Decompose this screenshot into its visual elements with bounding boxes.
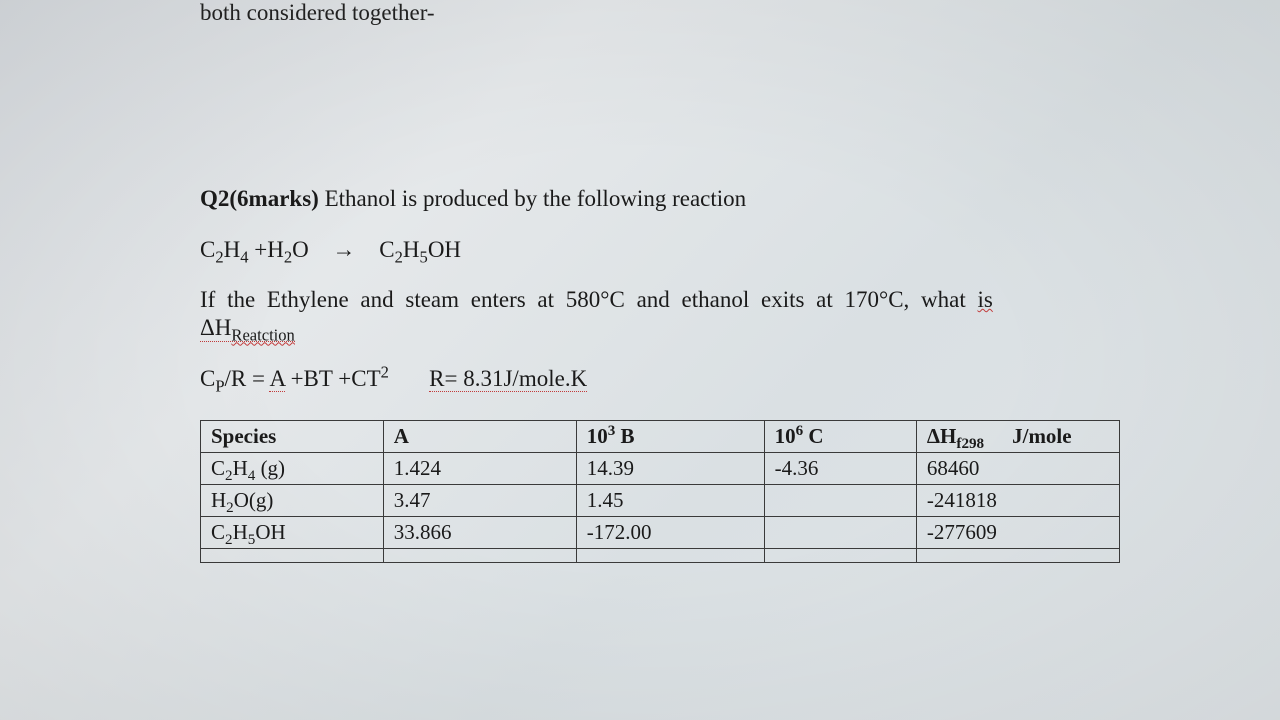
eq-rhs-sub1: 2	[395, 248, 403, 267]
cell-dh: 68460	[916, 453, 1119, 485]
eq-lhs1-sub2: 4	[240, 248, 248, 267]
q2-intro-text: Ethanol is produced by the following rea…	[319, 186, 746, 211]
cp-A: A	[269, 366, 284, 392]
eq-lhs1-mid: H	[224, 237, 241, 262]
th-species: Species	[201, 421, 384, 453]
cell-empty	[916, 549, 1119, 563]
cp-sup: 2	[381, 362, 389, 381]
cond-text: If the Ethylene and steam enters at 580°…	[200, 287, 978, 312]
cp-over-r: /R =	[225, 366, 270, 391]
cp-C: C	[200, 366, 215, 391]
reaction-equation: C2H4 +H2O → C2H5OH	[200, 236, 1120, 263]
dh-sub: Reatction	[231, 326, 294, 345]
th-dh-unit: J/mole	[1012, 424, 1071, 448]
cell-species: C2H4 (g)	[201, 453, 384, 485]
dh-delta: ΔH	[200, 315, 231, 340]
sp-s1: 2	[225, 468, 233, 484]
partial-top-line: both considered together-	[200, 0, 1120, 26]
cell-dh: -277609	[916, 517, 1119, 549]
species-table: Species A 103 B 106 C ΔHf298J/mole	[200, 420, 1120, 563]
eq-lhs1: C	[200, 237, 215, 262]
cp-sub: P	[215, 377, 224, 396]
cell-empty	[764, 549, 916, 563]
page-content: both considered together- Q2(6marks) Eth…	[200, 0, 1120, 563]
table-header-row: Species A 103 B 106 C ΔHf298J/mole	[201, 421, 1120, 453]
q2-intro: Q2(6marks) Ethanol is produced by the fo…	[200, 186, 1120, 212]
eq-plus1-tail: O	[292, 237, 309, 262]
th-c-pre: 10	[775, 424, 796, 448]
cp-formula-line: CP/R = A +BT +CT2 R= 8.31J/mole.K	[200, 366, 1120, 392]
th-c-sup: 6	[796, 423, 804, 439]
sp-b: H	[233, 456, 248, 480]
sp-a: C	[211, 456, 225, 480]
th-b-pre: 10	[587, 424, 608, 448]
table-row: C2H4 (g) 1.424 14.39 -4.36 68460	[201, 453, 1120, 485]
cell-a: 1.424	[383, 453, 576, 485]
delta-h-reaction: ΔHReatction	[200, 315, 295, 342]
cell-empty	[201, 549, 384, 563]
sp-b: H	[233, 520, 248, 544]
th-dh: ΔHf298 J/mole	[916, 421, 1119, 453]
th-dh-pre: ΔH	[927, 424, 957, 448]
eq-lhs1-sub1: 2	[215, 248, 223, 267]
sp-a: H	[211, 488, 226, 512]
cell-b: 14.39	[576, 453, 764, 485]
table-row-empty	[201, 549, 1120, 563]
cell-species: C2H5OH	[201, 517, 384, 549]
cell-b: -172.00	[576, 517, 764, 549]
th-dh-sub: f298	[956, 436, 984, 452]
cell-empty	[383, 549, 576, 563]
eq-plus1: +H	[249, 237, 284, 262]
cell-a: 3.47	[383, 485, 576, 517]
sp-a: C	[211, 520, 225, 544]
table-row: C2H5OH 33.866 -172.00 -277609	[201, 517, 1120, 549]
q2-label: Q2(6marks)	[200, 186, 319, 211]
cell-c	[764, 485, 916, 517]
table-row: H2O(g) 3.47 1.45 -241818	[201, 485, 1120, 517]
cond-is: is	[978, 287, 993, 312]
arrow-icon: →	[333, 236, 356, 262]
cell-c: -4.36	[764, 453, 916, 485]
cell-species: H2O(g)	[201, 485, 384, 517]
eq-rhs: C	[379, 237, 394, 262]
cp-tail: +BT +CT	[285, 366, 381, 391]
cell-b: 1.45	[576, 485, 764, 517]
question-2-block: Q2(6marks) Ethanol is produced by the fo…	[200, 186, 1120, 563]
th-c-post: C	[803, 424, 823, 448]
sp-tail: OH	[255, 520, 285, 544]
sp-b: O(g)	[234, 488, 274, 512]
eq-rhs-tail: OH	[428, 237, 461, 262]
cell-dh: -241818	[916, 485, 1119, 517]
sp-tail: (g)	[255, 456, 285, 480]
cell-c	[764, 517, 916, 549]
th-b-post: B	[615, 424, 634, 448]
th-b: 103 B	[576, 421, 764, 453]
cell-a: 33.866	[383, 517, 576, 549]
cp-R: R= 8.31J/mole.K	[429, 366, 587, 392]
eq-rhs-mid: H	[403, 237, 420, 262]
th-a: A	[383, 421, 576, 453]
sp-s1: 2	[225, 532, 233, 548]
dh-reaction-line: ΔHReatction	[200, 315, 1120, 342]
eq-rhs-sub2: 5	[420, 248, 428, 267]
table-body: C2H4 (g) 1.424 14.39 -4.36 68460 H2O(g) …	[201, 453, 1120, 563]
th-c: 106 C	[764, 421, 916, 453]
cell-empty	[576, 549, 764, 563]
conditions-line: If the Ethylene and steam enters at 580°…	[200, 287, 1120, 313]
sp-s1: 2	[226, 500, 234, 516]
eq-plus1-sub: 2	[284, 248, 292, 267]
